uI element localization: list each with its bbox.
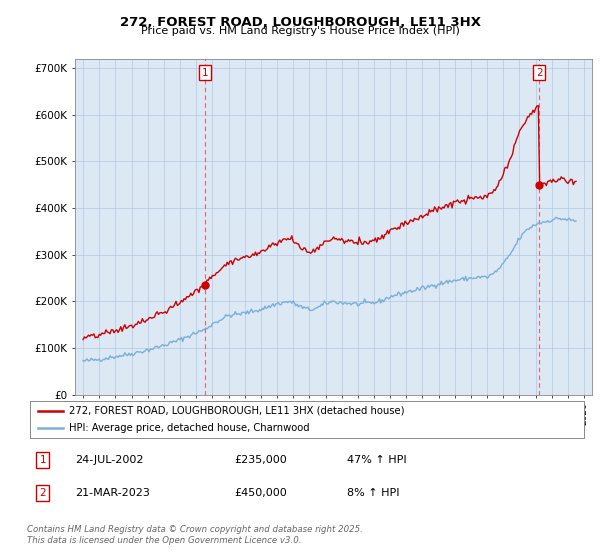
- Text: 24-JUL-2002: 24-JUL-2002: [74, 455, 143, 465]
- Text: Price paid vs. HM Land Registry's House Price Index (HPI): Price paid vs. HM Land Registry's House …: [140, 26, 460, 36]
- Text: 2: 2: [40, 488, 46, 498]
- Text: 47% ↑ HPI: 47% ↑ HPI: [347, 455, 406, 465]
- Text: 8% ↑ HPI: 8% ↑ HPI: [347, 488, 399, 498]
- FancyBboxPatch shape: [30, 401, 584, 438]
- Text: 272, FOREST ROAD, LOUGHBOROUGH, LE11 3HX (detached house): 272, FOREST ROAD, LOUGHBOROUGH, LE11 3HX…: [69, 405, 404, 416]
- Text: HPI: Average price, detached house, Charnwood: HPI: Average price, detached house, Char…: [69, 422, 310, 432]
- Text: 1: 1: [202, 68, 209, 78]
- Text: 1: 1: [40, 455, 46, 465]
- Text: 272, FOREST ROAD, LOUGHBOROUGH, LE11 3HX: 272, FOREST ROAD, LOUGHBOROUGH, LE11 3HX: [119, 16, 481, 29]
- Text: £450,000: £450,000: [235, 488, 287, 498]
- Text: 21-MAR-2023: 21-MAR-2023: [74, 488, 149, 498]
- Text: 2: 2: [536, 68, 542, 78]
- Text: Contains HM Land Registry data © Crown copyright and database right 2025.
This d: Contains HM Land Registry data © Crown c…: [27, 525, 363, 545]
- Text: £235,000: £235,000: [235, 455, 287, 465]
